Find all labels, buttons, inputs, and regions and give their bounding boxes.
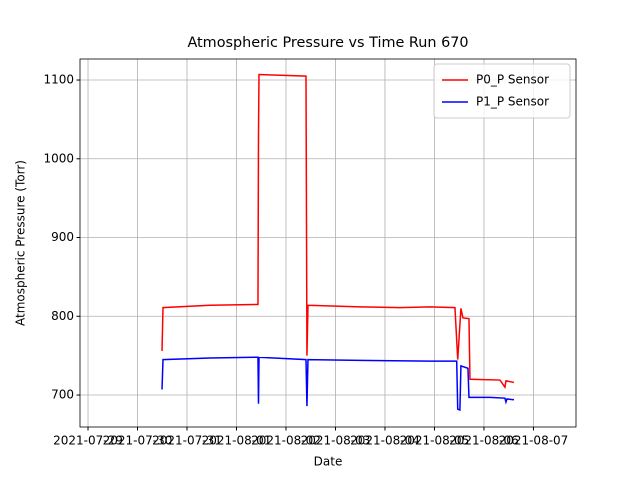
legend-label: P0_P Sensor [476,73,549,87]
x-tick-label: 2021-08-07 [499,434,569,448]
chart-title: Atmospheric Pressure vs Time Run 670 [187,35,468,51]
x-tick-label: 2021-08-06 [449,434,519,448]
y-tick-label: 1000 [43,151,74,165]
y-tick-label: 800 [51,309,74,323]
x-tick-label: 2021-08-03 [301,434,371,448]
x-tick-label: 2021-08-04 [350,434,420,448]
data-line [161,73,515,390]
x-axis-label: Date [314,455,343,469]
y-tick-label: 1100 [43,73,74,87]
legend-label: P1_P Sensor [476,95,549,109]
data-line [161,356,515,412]
x-tick-label: 2021-08-01 [202,434,272,448]
x-tick-label: 2021-08-05 [400,434,470,448]
x-tick-label: 2021-07-31 [152,434,222,448]
plot-frame [79,58,577,428]
x-tick-label: 2021-07-30 [103,434,173,448]
legend-box [433,63,571,119]
y-axis-label: Atmospheric Pressure (Torr) [14,160,28,326]
y-tick-label: 700 [51,388,74,402]
y-tick-label: 900 [51,230,74,244]
x-tick-label: 2021-07-29 [53,434,123,448]
x-tick-label: 2021-08-02 [251,434,321,448]
